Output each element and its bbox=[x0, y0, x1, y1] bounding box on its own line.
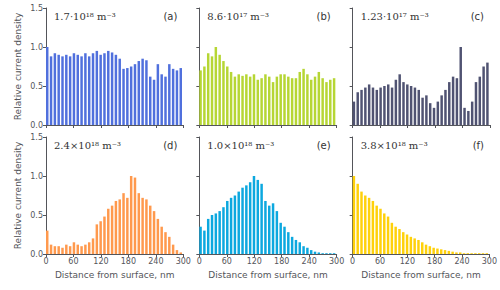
svg-text:120: 120 bbox=[93, 257, 108, 266]
svg-text:(b): (b) bbox=[317, 11, 331, 22]
svg-text:0: 0 bbox=[197, 257, 202, 266]
svg-text:1.0: 1.0 bbox=[30, 172, 43, 181]
svg-text:(c): (c) bbox=[471, 11, 484, 22]
svg-text:120: 120 bbox=[400, 257, 415, 266]
svg-text:3.8×10¹⁸ m⁻³: 3.8×10¹⁸ m⁻³ bbox=[361, 140, 428, 151]
svg-text:0: 0 bbox=[43, 257, 48, 266]
svg-text:(f): (f) bbox=[473, 140, 484, 151]
svg-text:8.6·10¹⁷ m⁻³: 8.6·10¹⁷ m⁻³ bbox=[207, 11, 269, 22]
svg-text:0.0: 0.0 bbox=[30, 250, 43, 259]
svg-text:0.5: 0.5 bbox=[30, 211, 43, 220]
svg-text:1.5: 1.5 bbox=[30, 4, 43, 13]
svg-text:240: 240 bbox=[454, 257, 469, 266]
svg-text:300: 300 bbox=[176, 257, 191, 266]
svg-text:0.0: 0.0 bbox=[30, 121, 43, 130]
svg-text:1.0: 1.0 bbox=[30, 43, 43, 52]
svg-text:Distance from surface, nm: Distance from surface, nm bbox=[208, 270, 327, 280]
svg-text:(d): (d) bbox=[163, 140, 177, 151]
svg-text:180: 180 bbox=[121, 257, 136, 266]
svg-text:120: 120 bbox=[247, 257, 262, 266]
svg-text:180: 180 bbox=[427, 257, 442, 266]
svg-text:Relative current density: Relative current density bbox=[13, 141, 23, 249]
svg-text:240: 240 bbox=[302, 257, 317, 266]
svg-text:Relative current density: Relative current density bbox=[13, 12, 23, 120]
svg-text:180: 180 bbox=[274, 257, 289, 266]
svg-text:2.4×10¹⁸ m⁻³: 2.4×10¹⁸ m⁻³ bbox=[54, 140, 121, 151]
svg-text:1.23·10¹⁷ m⁻³: 1.23·10¹⁷ m⁻³ bbox=[361, 11, 429, 22]
svg-text:1.0×10¹⁸ m⁻³: 1.0×10¹⁸ m⁻³ bbox=[207, 140, 274, 151]
svg-text:Distance from surface, nm: Distance from surface, nm bbox=[55, 270, 174, 280]
svg-text:(a): (a) bbox=[163, 11, 177, 22]
svg-text:0.5: 0.5 bbox=[30, 82, 43, 91]
svg-text:1.5: 1.5 bbox=[30, 133, 43, 142]
svg-text:60: 60 bbox=[375, 257, 385, 266]
svg-text:240: 240 bbox=[148, 257, 163, 266]
svg-text:300: 300 bbox=[329, 257, 344, 266]
svg-text:300: 300 bbox=[482, 257, 497, 266]
svg-text:Distance from surface, nm: Distance from surface, nm bbox=[361, 270, 480, 280]
svg-text:(e): (e) bbox=[317, 140, 331, 151]
svg-text:60: 60 bbox=[68, 257, 78, 266]
svg-text:0: 0 bbox=[350, 257, 355, 266]
svg-text:60: 60 bbox=[222, 257, 232, 266]
svg-text:1.7·10¹⁸ m⁻³: 1.7·10¹⁸ m⁻³ bbox=[54, 11, 116, 22]
